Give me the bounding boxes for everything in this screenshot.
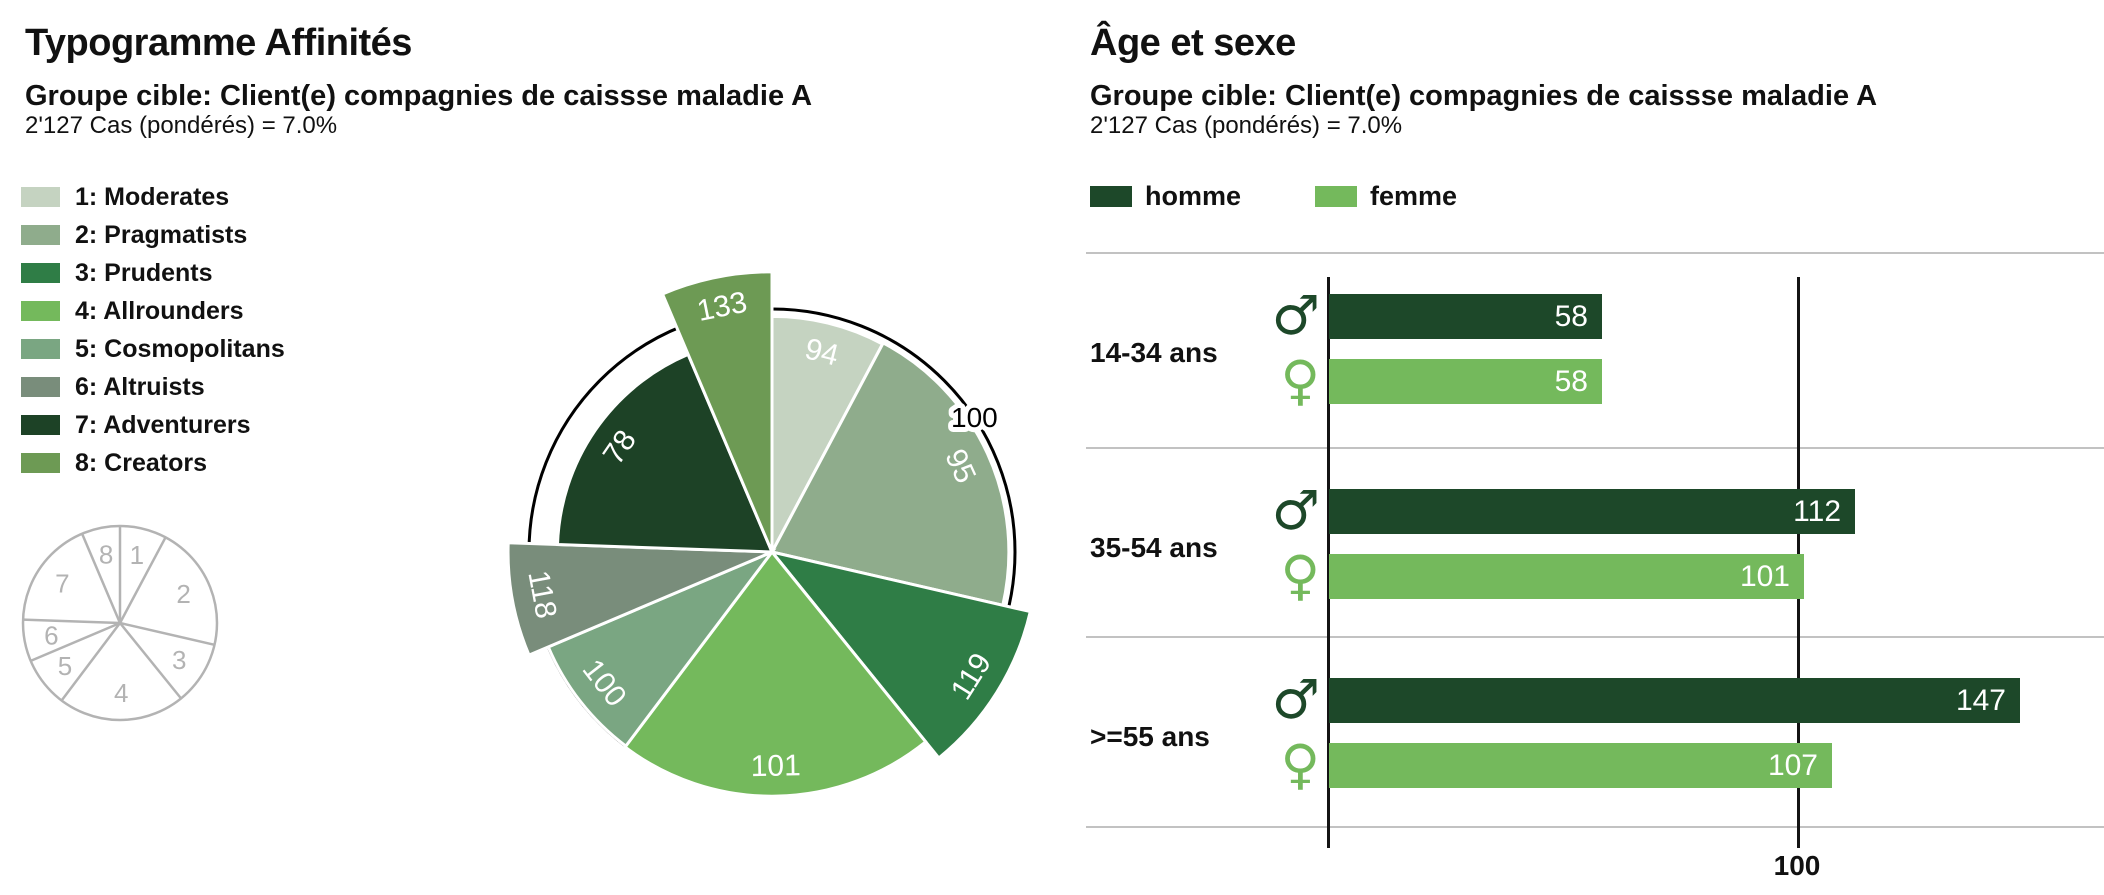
bar-value-label: 58 [1554,365,1588,398]
legend-item-femme: femme [1315,181,1458,211]
pie-segment-creators [660,270,774,553]
legend-item-4: 4: Allrounders [21,297,285,325]
legend-swatch [21,415,60,435]
pie-segment-prudents [768,549,1033,761]
legend-swatch [21,339,60,359]
row-divider-0 [1086,252,2104,254]
homme-swatch [1090,186,1132,207]
legend-item-7: 7: Adventurers [21,411,285,439]
legend-item-label: 4: Allrounders [75,297,244,325]
wheel-segment-number-8: 8 [99,540,113,570]
bar-value-label: 107 [1767,749,1818,782]
wheel-divider [60,622,121,702]
wheel-segment-number-3: 3 [172,645,186,675]
legend-item-label: 2: Pragmatists [75,221,248,249]
female-icon: ♀ [1280,733,1320,796]
legend-swatch [21,301,60,321]
legend-item-label: 5: Cosmopolitans [75,335,285,363]
pie-segment-pragmatists [769,340,1011,608]
legend-item-3: 3: Prudents [21,259,285,287]
pie-segment-moderates [770,314,885,553]
legend-swatch [21,225,60,245]
wheel-divider [119,622,182,700]
legend-item-homme: homme [1090,181,1242,211]
femme-bar-2: 107 [1329,743,1832,788]
legend-swatch [21,377,60,397]
wheel-divider [118,536,167,624]
age-label-2: >=55 ans [1090,721,1210,752]
bar-value-label: 101 [1739,560,1790,593]
pie-segment-adventurers [555,352,775,554]
age-label-1: 35-54 ans [1090,532,1218,563]
right-chart-cases: 2'127 Cas (pondérés) = 7.0% [1090,112,1403,139]
row-divider-2 [1086,636,2104,638]
right-chart-subtitle: Groupe cible: Client(e) compagnies de ca… [1090,80,1878,112]
legend-swatch [21,263,60,283]
legend-item-2: 2: Pragmatists [21,221,285,249]
wheel-segment-number-2: 2 [176,579,190,609]
homme-bar-1: 112 [1329,489,1855,534]
pie-segment-value-moderates: 94 [802,332,842,372]
age-label-0: 14-34 ans [1090,337,1218,368]
pie-segment-allrounders [622,549,928,798]
pie-segment-cosmopolitans [546,548,777,749]
female-icon: ♀ [1280,544,1320,607]
homme-bar-0: 58 [1329,294,1602,339]
female-icon: ♀ [1280,349,1320,412]
pie-segment-altruists [506,541,773,658]
bar-value-label: 147 [1955,684,2006,717]
legend-item-5: 5: Cosmopolitans [21,335,285,363]
legend-item-1: 1: Moderates [21,183,285,211]
male-icon: ♂ [1271,479,1320,542]
homme-bar-2: 147 [1329,678,2020,723]
legend-swatch [21,187,60,207]
legend-swatch [21,453,60,473]
wheel-divider [119,621,215,647]
legend-item-8: 8: Creators [21,449,285,477]
femme-bar-1: 101 [1329,554,1804,599]
legend-item-label: 8: Creators [75,449,207,477]
pie-segment-value-allrounders: 101 [750,749,801,783]
right-chart-title: Âge et sexe [1090,22,1296,64]
male-icon: ♂ [1271,284,1320,347]
legend-item-6: 6: Altruists [21,373,285,401]
legend-item-label: 3: Prudents [75,259,213,287]
legend-item-label: 1: Moderates [75,183,230,211]
wheel-divider [80,533,122,624]
wheel-segment-number-5: 5 [58,651,72,681]
typology-legend: 1: Moderates 2: Pragmatists 3: Prudents 4: … [21,183,285,490]
wheel-segment-number-4: 4 [114,678,128,708]
left-chart-subtitle: Groupe cible: Client(e) compagnies de ca… [25,80,813,112]
male-icon: ♂ [1271,668,1320,731]
zero-axis-line [1327,277,1330,848]
wheel-segment-number-7: 7 [55,568,69,598]
wheel-segment-number-6: 6 [44,621,58,651]
left-chart-title: Typogramme Affinités [25,22,412,64]
homme-label: homme [1145,181,1242,211]
polar-axis-label-100: 100 [951,402,998,433]
femme-bar-0: 58 [1329,359,1602,404]
femme-label: femme [1370,181,1458,211]
row-divider-1 [1086,447,2104,449]
bar-value-label: 58 [1554,300,1588,333]
legend-item-label: 7: Adventurers [75,411,251,439]
wheel-divider [30,621,121,663]
legend-item-label: 6: Altruists [75,373,205,401]
left-chart-cases: 2'127 Cas (pondérés) = 7.0% [25,112,338,139]
bar-value-label: 112 [1793,495,1841,528]
femme-swatch [1315,186,1357,207]
row-divider-3 [1086,826,2104,828]
x-axis-reference-label: 100 [1773,850,1821,881]
wheel-divider [23,618,121,625]
wheel-segment-number-1: 1 [130,540,144,570]
